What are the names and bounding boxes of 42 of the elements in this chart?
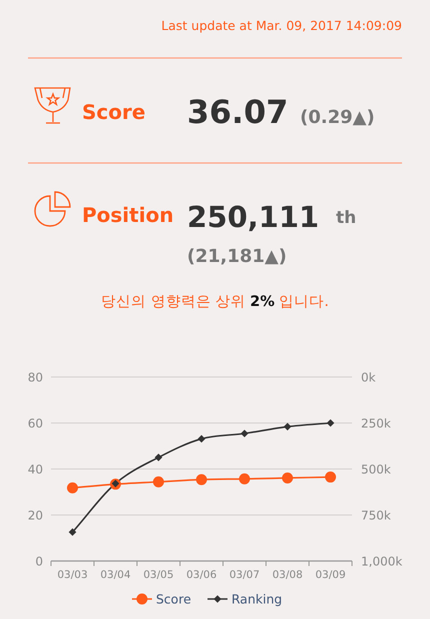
x-tick-label: 03/09 xyxy=(315,569,346,581)
point xyxy=(196,474,207,486)
legend-label: Score xyxy=(156,592,192,606)
y-tick-label: 60 xyxy=(28,416,43,430)
text: 2% xyxy=(250,294,276,310)
point xyxy=(284,422,292,430)
point xyxy=(325,472,336,483)
point xyxy=(67,482,78,494)
point xyxy=(240,430,248,438)
y2-tick-label: 1,000k xyxy=(361,554,402,568)
x-tick-label: 03/04 xyxy=(100,569,131,581)
x-tick-label: 03/08 xyxy=(272,569,303,581)
text: Score xyxy=(82,100,146,124)
legend-label: Ranking xyxy=(232,592,282,606)
y-tick-label: 0 xyxy=(35,554,43,568)
text: (21,181▲) xyxy=(187,246,287,267)
point xyxy=(282,472,293,484)
point xyxy=(68,528,76,536)
text: Position xyxy=(82,203,174,227)
point xyxy=(326,419,334,427)
y-tick-label: 40 xyxy=(28,462,43,476)
text: (0.29▲) xyxy=(300,107,375,128)
x-tick-label: 03/07 xyxy=(229,569,260,581)
y-tick-label: 80 xyxy=(28,370,43,384)
x-tick-label: 03/05 xyxy=(143,569,174,581)
y-tick-label: 20 xyxy=(28,508,43,522)
point xyxy=(239,473,250,484)
x-tick-label: 03/06 xyxy=(186,569,217,581)
y2-tick-label: 750k xyxy=(361,508,391,522)
text: 당신의 영향력은 상위 xyxy=(101,294,250,310)
point xyxy=(153,476,164,488)
point xyxy=(154,454,162,462)
x-tick-label: 03/03 xyxy=(57,569,88,581)
text: 36.07 xyxy=(187,93,288,131)
y2-tick-label: 0k xyxy=(361,370,376,384)
text: 250,111 xyxy=(187,200,320,234)
point xyxy=(198,435,206,443)
y2-tick-label: 500k xyxy=(361,462,391,476)
text: Last update at Mar. 09, 2017 14:09:09 xyxy=(161,18,402,33)
y2-tick-label: 250k xyxy=(361,416,391,430)
text: th xyxy=(336,208,356,228)
text: 입니다. xyxy=(274,294,329,310)
